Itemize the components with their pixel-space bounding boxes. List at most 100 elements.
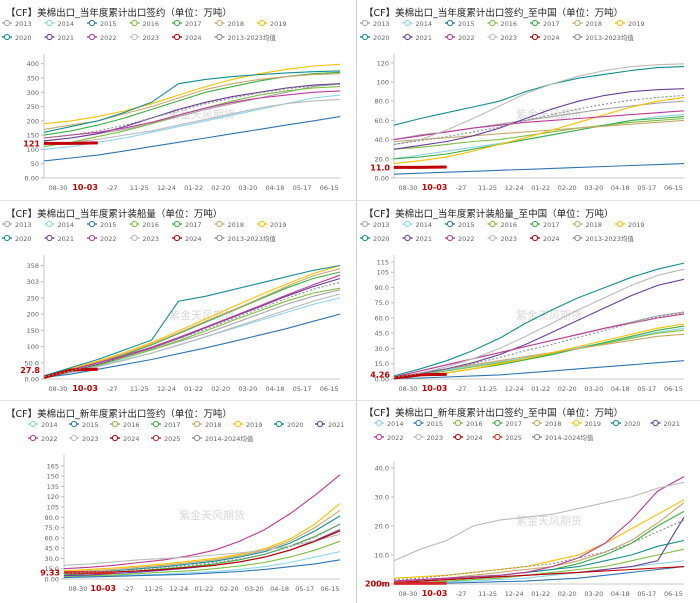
legend-item[interactable]: 2020 [2,234,32,243]
legend-item[interactable]: 2022 [28,434,58,443]
legend-item[interactable]: 2021 [44,234,75,243]
legend-item[interactable]: 2014 [402,220,433,229]
legend-item[interactable]: 2019 [233,420,263,429]
legend-label: 2017 [543,221,560,229]
legend-item[interactable]: 2022 [374,433,404,442]
legend-item[interactable]: 2016 [110,420,140,429]
legend-item[interactable]: 2016 [487,19,518,28]
legend-item[interactable]: 2021 [44,33,75,42]
legend-item[interactable]: 2019 [615,19,645,28]
legend-item[interactable]: 2023 [413,433,444,442]
row-divider-2 [0,400,700,401]
legend-item[interactable]: 2013-2023均值 [572,234,635,243]
legend-item[interactable]: 2014-2024均值 [532,433,594,442]
legend-item[interactable]: 2018 [572,19,603,28]
legend-item[interactable]: 2020 [611,419,641,428]
legend-item[interactable]: 2024 [172,33,202,42]
x-tick-label: 12-24 [157,385,176,393]
x-tick-label: 10-03 [422,589,448,598]
legend-item[interactable]: 2019 [257,220,287,229]
x-tick-label: 08-30 [49,385,68,393]
legend-item[interactable]: 2013 [360,220,390,229]
legend-item[interactable]: 2022 [87,33,117,42]
legend-item[interactable]: 2017 [172,19,202,28]
legend-item[interactable]: 2014 [374,419,404,428]
legend-item[interactable]: 2021 [402,234,433,243]
legend-item[interactable]: 2017 [172,220,202,229]
legend-item[interactable]: 2019 [571,419,602,428]
legend-item[interactable]: 2025 [151,434,181,443]
legend-item[interactable]: 2015 [69,420,99,429]
legend-item[interactable]: 2013 [360,19,390,28]
legend-item[interactable]: 2024 [530,33,560,42]
legend-item[interactable]: 2013 [2,19,32,28]
legend-item[interactable]: 2024 [110,434,140,443]
legend-item[interactable]: 2013 [2,220,32,229]
legend-item[interactable]: 2025 [492,433,523,442]
y-tick-label: 303 [27,278,39,286]
legend-label: 2013-2023均值 [228,234,277,243]
legend-item[interactable]: 2015 [445,220,475,229]
legend-item[interactable]: 2019 [615,220,645,229]
series-line-2015 [43,116,341,162]
legend-item[interactable]: 2018 [214,220,245,229]
x-tick-label: 01-22 [195,585,214,593]
legend-item[interactable]: 2023 [69,434,99,443]
legend-label: 2019 [246,421,263,429]
legend-item[interactable]: 2014-2024均值 [192,434,254,443]
legend-item[interactable]: 2017 [530,220,560,229]
legend-item[interactable]: 2024 [453,433,483,442]
series-line-2022 [43,274,341,377]
legend-item[interactable]: 2024 [530,234,560,243]
legend-item[interactable]: 2014 [402,19,433,28]
legend-item[interactable]: 2021 [402,33,433,42]
legend-item[interactable]: 2013-2023均值 [214,33,277,42]
x-tick-label: 10-03 [422,183,448,192]
legend-item[interactable]: 2017 [492,419,523,428]
legend-item[interactable]: 2018 [214,19,245,28]
chart-newyear-sign-total: 【CF】美棉出口_新年度累计出口签约（单位：万吨）2014 2015 2016 201… [6,408,345,593]
legend-item[interactable]: 2015 [413,419,444,428]
legend-item[interactable]: 2017 [151,420,181,429]
legend-item[interactable]: 2020 [360,33,390,42]
legend-item[interactable]: 2014 [28,420,58,429]
legend-item[interactable]: 2019 [257,19,287,28]
legend-label: 2015 [427,420,444,428]
legend-item[interactable]: 2023 [487,234,518,243]
legend-item[interactable]: 2013-2023均值 [572,33,635,42]
legend-item[interactable]: 2014 [44,19,75,28]
legend-item[interactable]: 2018 [192,420,222,429]
legend-item[interactable]: 2014 [44,220,75,229]
legend-item[interactable]: 2021 [315,420,345,429]
legend-item[interactable]: 2018 [532,419,562,428]
watermark-text: 紫金天风期货 [516,308,582,322]
legend-item[interactable]: 2020 [360,234,390,243]
legend-item[interactable]: 2013-2023均值 [214,234,277,243]
series-line-2023 [43,98,341,145]
legend-item[interactable]: 2022 [87,234,117,243]
legend-item[interactable]: 2024 [172,234,202,243]
legend-item[interactable]: 2016 [129,220,160,229]
legend-item[interactable]: 2016 [487,220,518,229]
legend-item[interactable]: 2023 [129,33,160,42]
legend-item[interactable]: 2015 [445,19,475,28]
legend-item[interactable]: 2016 [129,19,160,28]
series-line-2019 [393,499,685,579]
legend-item[interactable]: 2023 [487,33,518,42]
legend-item[interactable]: 2015 [87,19,117,28]
legend-item[interactable]: 2021 [650,419,681,428]
legend-item[interactable]: 2020 [274,420,304,429]
legend-item[interactable]: 2022 [445,33,475,42]
legend-label: 2016 [501,20,518,28]
legend-item[interactable]: 2023 [129,234,160,243]
legend-label: 2022 [458,34,475,42]
legend-item[interactable]: 2018 [572,220,603,229]
legend-item[interactable]: 2016 [453,419,483,428]
legend-item[interactable]: 2022 [445,234,475,243]
legend-item[interactable]: 2015 [87,220,117,229]
y-tick-label: 250 [27,294,39,302]
x-tick-label: 05-17 [293,385,312,393]
legend-label: 2018 [545,420,562,428]
legend-item[interactable]: 2020 [2,33,32,42]
legend-item[interactable]: 2017 [530,19,560,28]
